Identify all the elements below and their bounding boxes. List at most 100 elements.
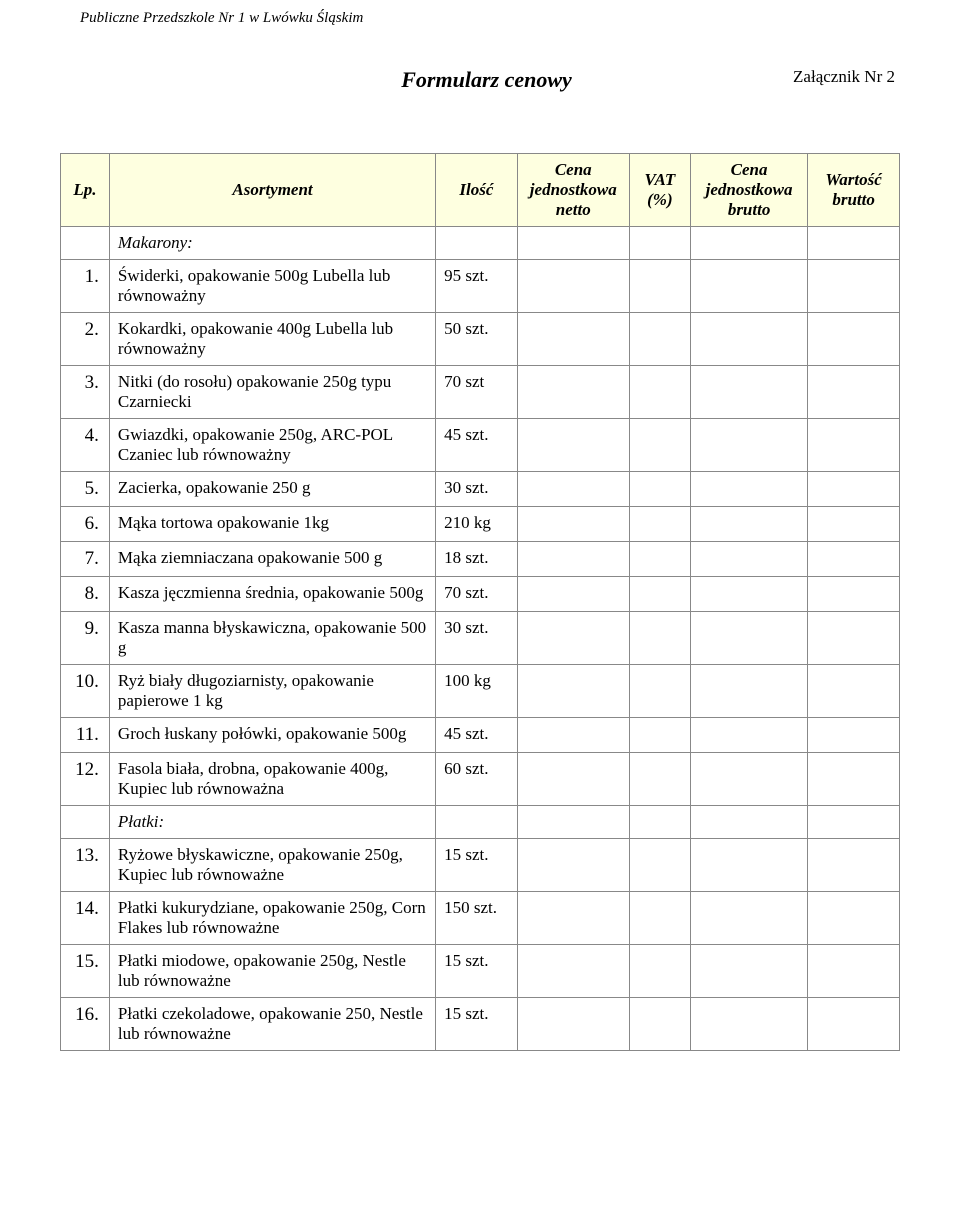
col-cena-brutto: Cena jednostkowa brutto (690, 154, 807, 227)
cell-ilosc (436, 806, 518, 839)
attachment-label: Załącznik Nr 2 (793, 67, 895, 87)
cell-cena-netto (517, 839, 629, 892)
cell-lp: 14. (61, 892, 110, 945)
table-row: 4.Gwiazdki, opakowanie 250g, ARC-POL Cza… (61, 419, 900, 472)
cell-vat (629, 839, 690, 892)
cell-ilosc: 60 szt. (436, 753, 518, 806)
cell-lp: 5. (61, 472, 110, 507)
cell-asortyment: Nitki (do rosołu) opakowanie 250g typu C… (109, 366, 435, 419)
table-row: 13.Ryżowe błyskawiczne, opakowanie 250g,… (61, 839, 900, 892)
cell-cena-brutto (690, 806, 807, 839)
cell-vat (629, 227, 690, 260)
cell-ilosc: 30 szt. (436, 472, 518, 507)
cell-lp: 4. (61, 419, 110, 472)
cell-lp: 3. (61, 366, 110, 419)
cell-cena-brutto (690, 472, 807, 507)
cell-lp: 2. (61, 313, 110, 366)
cell-cena-netto (517, 612, 629, 665)
cell-vat (629, 260, 690, 313)
cell-wartosc (808, 753, 900, 806)
cell-cena-netto (517, 945, 629, 998)
cell-asortyment: Kasza jęczmienna średnia, opakowanie 500… (109, 577, 435, 612)
cell-lp: 11. (61, 718, 110, 753)
cell-cena-netto (517, 998, 629, 1051)
cell-vat (629, 665, 690, 718)
price-table: Lp. Asortyment Ilość Cena jednostkowa ne… (60, 153, 900, 1051)
cell-ilosc: 30 szt. (436, 612, 518, 665)
cell-lp (61, 806, 110, 839)
cell-cena-brutto (690, 612, 807, 665)
cell-cena-netto (517, 718, 629, 753)
cell-ilosc: 95 szt. (436, 260, 518, 313)
cell-wartosc (808, 419, 900, 472)
cell-vat (629, 945, 690, 998)
table-row: 15.Płatki miodowe, opakowanie 250g, Nest… (61, 945, 900, 998)
cell-lp: 1. (61, 260, 110, 313)
cell-cena-netto (517, 507, 629, 542)
cell-cena-brutto (690, 753, 807, 806)
cell-wartosc (808, 718, 900, 753)
cell-vat (629, 472, 690, 507)
cell-cena-brutto (690, 227, 807, 260)
cell-vat (629, 507, 690, 542)
col-wartosc: Wartość brutto (808, 154, 900, 227)
cell-cena-netto (517, 542, 629, 577)
cell-lp: 9. (61, 612, 110, 665)
cell-wartosc (808, 806, 900, 839)
cell-ilosc: 15 szt. (436, 839, 518, 892)
cell-cena-brutto (690, 718, 807, 753)
cell-asortyment: Kasza manna błyskawiczna, opakowanie 500… (109, 612, 435, 665)
cell-cena-brutto (690, 839, 807, 892)
cell-asortyment: Płatki czekoladowe, opakowanie 250, Nest… (109, 998, 435, 1051)
cell-wartosc (808, 839, 900, 892)
cell-wartosc (808, 577, 900, 612)
cell-wartosc (808, 612, 900, 665)
table-row: 5.Zacierka, opakowanie 250 g30 szt. (61, 472, 900, 507)
cell-asortyment: Świderki, opakowanie 500g Lubella lub ró… (109, 260, 435, 313)
cell-cena-brutto (690, 313, 807, 366)
table-row: 12.Fasola biała, drobna, opakowanie 400g… (61, 753, 900, 806)
cell-cena-netto (517, 577, 629, 612)
cell-cena-brutto (690, 945, 807, 998)
cell-asortyment: Płatki miodowe, opakowanie 250g, Nestle … (109, 945, 435, 998)
cell-ilosc: 100 kg (436, 665, 518, 718)
cell-asortyment: Zacierka, opakowanie 250 g (109, 472, 435, 507)
col-ilosc: Ilość (436, 154, 518, 227)
cell-cena-netto (517, 366, 629, 419)
cell-wartosc (808, 313, 900, 366)
cell-ilosc: 210 kg (436, 507, 518, 542)
cell-ilosc: 45 szt. (436, 718, 518, 753)
cell-cena-netto (517, 227, 629, 260)
table-row: 11.Groch łuskany połówki, opakowanie 500… (61, 718, 900, 753)
section-heading: Makarony: (109, 227, 435, 260)
table-row: 3.Nitki (do rosołu) opakowanie 250g typu… (61, 366, 900, 419)
table-row: Płatki: (61, 806, 900, 839)
cell-cena-brutto (690, 542, 807, 577)
cell-vat (629, 892, 690, 945)
table-row: 10.Ryż biały długoziarnisty, opakowanie … (61, 665, 900, 718)
table-header-row: Lp. Asortyment Ilość Cena jednostkowa ne… (61, 154, 900, 227)
cell-wartosc (808, 892, 900, 945)
cell-vat (629, 419, 690, 472)
col-lp: Lp. (61, 154, 110, 227)
cell-lp: 16. (61, 998, 110, 1051)
col-cena-netto: Cena jednostkowa netto (517, 154, 629, 227)
cell-vat (629, 612, 690, 665)
cell-wartosc (808, 366, 900, 419)
header-row: Formularz cenowy Załącznik Nr 2 (60, 67, 900, 93)
cell-wartosc (808, 542, 900, 577)
col-asortyment: Asortyment (109, 154, 435, 227)
table-row: 8.Kasza jęczmienna średnia, opakowanie 5… (61, 577, 900, 612)
cell-ilosc: 45 szt. (436, 419, 518, 472)
cell-cena-netto (517, 753, 629, 806)
cell-lp: 7. (61, 542, 110, 577)
cell-cena-netto (517, 806, 629, 839)
table-row: 6.Mąka tortowa opakowanie 1kg210 kg (61, 507, 900, 542)
cell-ilosc: 150 szt. (436, 892, 518, 945)
cell-cena-brutto (690, 998, 807, 1051)
cell-wartosc (808, 472, 900, 507)
cell-cena-brutto (690, 366, 807, 419)
table-row: 9.Kasza manna błyskawiczna, opakowanie 5… (61, 612, 900, 665)
cell-ilosc (436, 227, 518, 260)
cell-vat (629, 366, 690, 419)
